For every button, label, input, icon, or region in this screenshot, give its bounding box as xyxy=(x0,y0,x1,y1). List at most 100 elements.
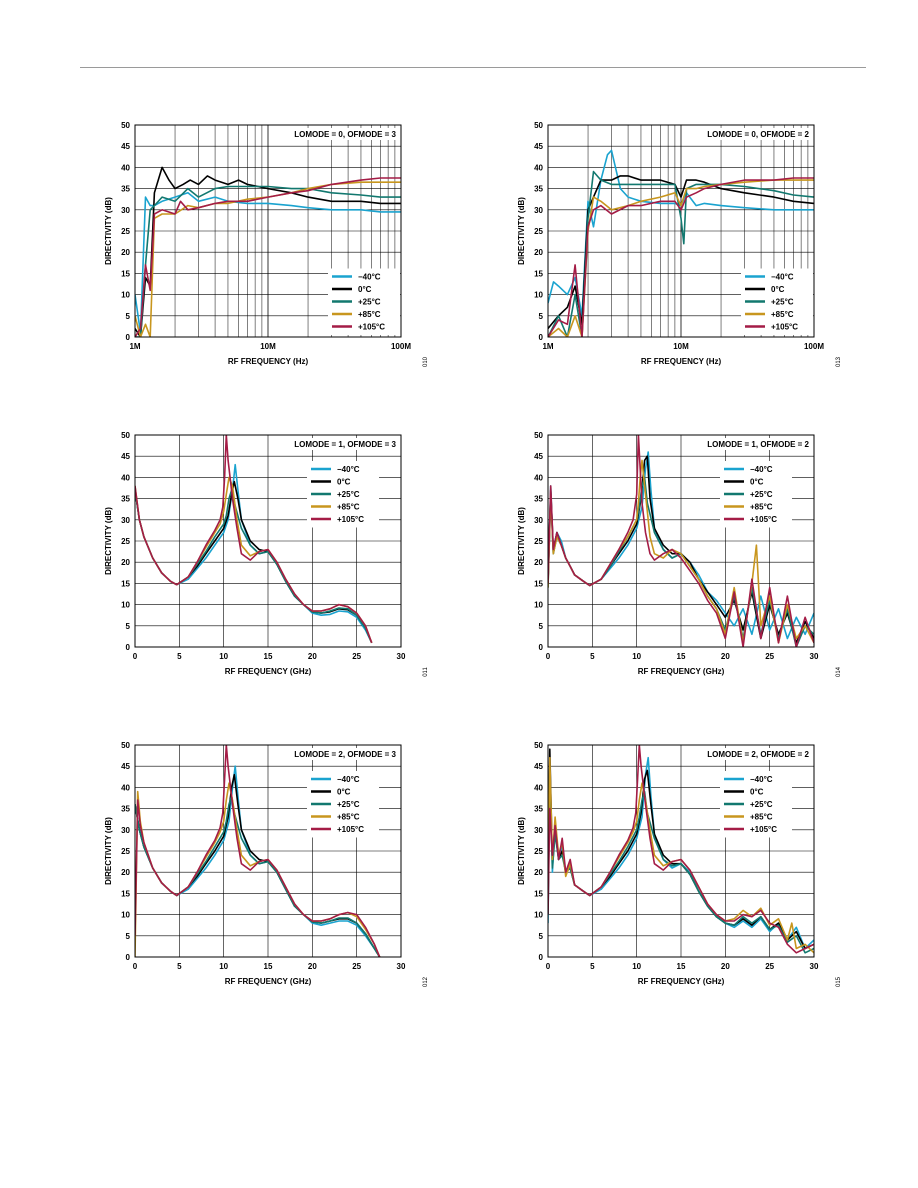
legend-label-105-c: +105°C xyxy=(358,323,385,332)
y-tick-label: 10 xyxy=(534,601,543,610)
series-line-105-c xyxy=(548,745,814,954)
x-tick-label: 20 xyxy=(721,652,730,661)
y-tick-label: 30 xyxy=(121,516,130,525)
x-tick-label: 5 xyxy=(590,962,595,971)
y-tick-label: 15 xyxy=(121,269,130,278)
series-lines xyxy=(135,745,381,957)
y-tick-label: 40 xyxy=(121,473,130,482)
legend-label-105-c: +105°C xyxy=(750,825,777,834)
legend-label-85-c: +85°C xyxy=(337,503,360,512)
legend-label-0-c: 0°C xyxy=(750,478,764,487)
legend-label-0-c: 0°C xyxy=(337,788,351,797)
y-axis-title: DIRECTIVITY (dB) xyxy=(104,817,113,885)
y-tick-label: 45 xyxy=(534,452,543,461)
y-tick-label: 25 xyxy=(121,847,130,856)
series-lines xyxy=(548,435,814,647)
y-tick-label: 45 xyxy=(121,762,130,771)
y-tick-label: 45 xyxy=(534,142,543,151)
y-tick-label: 20 xyxy=(121,558,130,567)
x-tick-label: 30 xyxy=(810,652,819,661)
x-tick-label: 10M xyxy=(673,342,689,351)
series-line-105-c xyxy=(135,435,373,644)
x-tick-label: 10 xyxy=(632,652,641,661)
y-tick-label: 0 xyxy=(539,333,544,342)
y-tick-label: 45 xyxy=(534,762,543,771)
x-tick-label: 10 xyxy=(219,962,228,971)
x-tick-label: 25 xyxy=(352,962,361,971)
y-tick-label: 10 xyxy=(121,291,130,300)
y-tick-label: 0 xyxy=(126,643,131,652)
y-tick-label: 10 xyxy=(121,601,130,610)
y-tick-label: 15 xyxy=(121,889,130,898)
y-tick-label: 15 xyxy=(534,889,543,898)
y-tick-label: 15 xyxy=(534,579,543,588)
y-tick-label: 20 xyxy=(121,248,130,257)
y-tick-label: 25 xyxy=(534,537,543,546)
x-axis-title: RF FREQUENCY (GHz) xyxy=(638,977,725,986)
y-tick-label: 40 xyxy=(534,783,543,792)
y-axis-title: DIRECTIVITY (dB) xyxy=(517,197,526,265)
legend-label-40-c: −40°C xyxy=(750,465,773,474)
series-line-105-c xyxy=(548,435,814,647)
y-axis-title: DIRECTIVITY (dB) xyxy=(104,197,113,265)
x-tick-label: 1M xyxy=(129,342,140,351)
x-tick-label: 20 xyxy=(308,962,317,971)
figure-id: 015 xyxy=(836,976,842,987)
x-axis-title: RF FREQUENCY (GHz) xyxy=(638,667,725,676)
legend-label-105-c: +105°C xyxy=(750,515,777,524)
chart-svg: 0 5 10 15 20 25 30 35 40 45 50 0 5 10 15 20 25 30 RF FREQU… xyxy=(104,741,429,987)
x-tick-label: 5 xyxy=(590,652,595,661)
legend-label-25-c: +25°C xyxy=(750,800,773,809)
y-tick-label: 5 xyxy=(126,312,131,321)
legend-label-0-c: 0°C xyxy=(337,478,351,487)
y-tick-label: 45 xyxy=(121,142,130,151)
y-tick-label: 25 xyxy=(121,537,130,546)
y-tick-label: 10 xyxy=(121,911,130,920)
plot-frame xyxy=(134,744,402,958)
legend-label-105-c: +105°C xyxy=(771,323,798,332)
y-tick-label: 35 xyxy=(121,805,130,814)
title-backdrop xyxy=(279,748,399,760)
legend-label-0-c: 0°C xyxy=(358,285,372,294)
series-line-0-c xyxy=(135,166,401,337)
legend-label-85-c: +85°C xyxy=(750,813,773,822)
y-tick-label: 35 xyxy=(121,495,130,504)
x-axis-title: RF FREQUENCY (Hz) xyxy=(641,357,722,366)
series-line-105-c xyxy=(548,177,814,337)
x-tick-label: 5 xyxy=(177,962,182,971)
legend-label-105-c: +105°C xyxy=(337,825,364,834)
y-tick-label: 50 xyxy=(534,741,543,750)
y-tick-label: 15 xyxy=(534,269,543,278)
y-tick-label: 10 xyxy=(534,911,543,920)
y-axis-title: DIRECTIVITY (dB) xyxy=(517,817,526,885)
y-tick-label: 0 xyxy=(539,643,544,652)
title-backdrop xyxy=(279,438,399,450)
figure-id: 014 xyxy=(836,666,842,677)
title-backdrop xyxy=(692,748,812,760)
x-tick-label: 10M xyxy=(260,342,276,351)
chart-lomode1-ofmode3: 0 5 10 15 20 25 30 35 40 45 50 0 5 10 15 20 25 30 RF FREQU… xyxy=(100,425,440,695)
y-tick-label: 5 xyxy=(539,932,544,941)
x-tick-label: 15 xyxy=(677,652,686,661)
chart-lomode2-ofmode2: 0 5 10 15 20 25 30 35 40 45 50 0 5 10 15 20 25 30 RF FREQU… xyxy=(513,735,853,1005)
x-tick-label: 20 xyxy=(721,962,730,971)
y-tick-label: 5 xyxy=(539,622,544,631)
y-tick-label: 30 xyxy=(121,206,130,215)
x-tick-label: 20 xyxy=(308,652,317,661)
y-tick-label: 0 xyxy=(126,333,131,342)
y-tick-label: 30 xyxy=(534,206,543,215)
chart-title: LOMODE = 2, OFMODE = 3 xyxy=(294,750,396,759)
y-tick-label: 25 xyxy=(534,227,543,236)
figure-id: 013 xyxy=(836,356,842,367)
y-tick-label: 15 xyxy=(121,579,130,588)
title-backdrop xyxy=(692,438,812,450)
legend-label-25-c: +25°C xyxy=(750,490,773,499)
y-tick-label: 30 xyxy=(534,826,543,835)
y-axis-title: DIRECTIVITY (dB) xyxy=(104,507,113,575)
chart-svg: 0 5 10 15 20 25 30 35 40 45 50 0 5 10 15 20 25 30 RF FREQU… xyxy=(104,431,429,677)
legend-label-40-c: −40°C xyxy=(771,273,794,282)
legend-label-40-c: −40°C xyxy=(358,273,381,282)
legend: −40°C 0°C +25°C +85°C +105°C xyxy=(328,268,400,335)
y-tick-label: 40 xyxy=(121,163,130,172)
plot-frame xyxy=(547,124,815,338)
